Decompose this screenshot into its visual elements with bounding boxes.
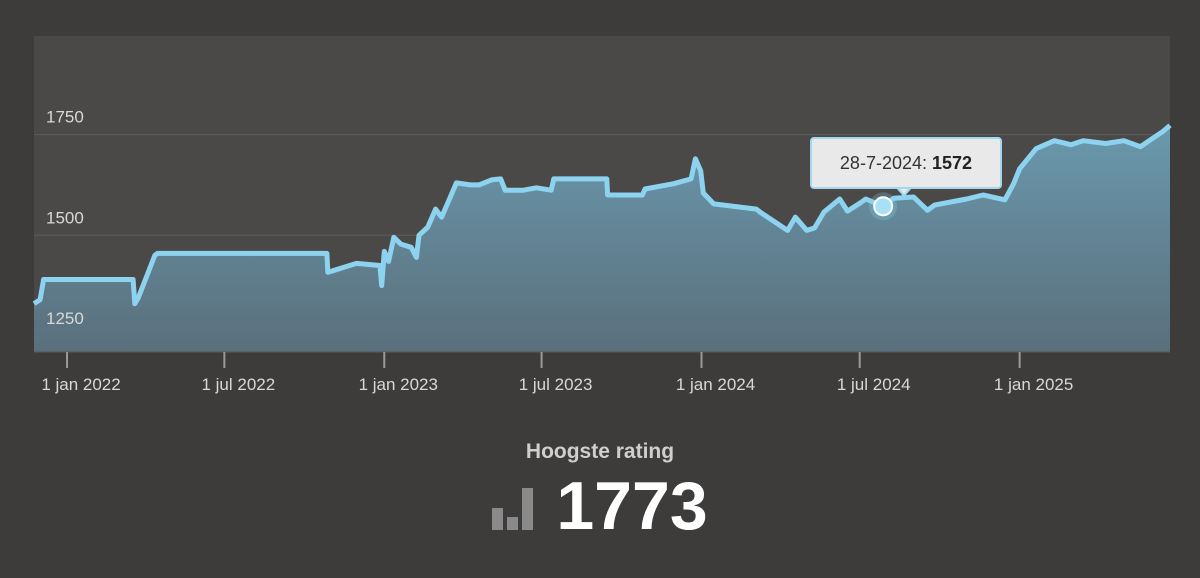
x-tick-label: 1 jul 2022: [201, 375, 275, 394]
x-tick-label: 1 jan 2023: [359, 375, 438, 394]
bar-chart-icon: [492, 488, 534, 530]
x-tick-label: 1 jul 2023: [519, 375, 593, 394]
tooltip-date: 28-7-2024:: [839, 153, 927, 173]
highest-rating-value: 1773: [556, 468, 708, 544]
hover-point[interactable]: [873, 196, 894, 217]
x-tick-label: 1 jan 2025: [994, 375, 1073, 394]
rating-line: [32, 123, 1172, 307]
tooltip-arrow-fill: [897, 186, 911, 194]
rating-chart-svg: 1 jan 2022 1 jul 2022 1 jan 2023 1 jul 2023…: [32, 36, 1172, 394]
tooltip: 28-7-2024: 1572: [810, 137, 1002, 189]
rating-area: [34, 125, 1170, 353]
x-tick-label: 1 jul 2024: [837, 375, 911, 394]
highest-rating-panel: Hoogste rating 1773: [0, 440, 1200, 544]
y-tick-label: 1500: [46, 208, 84, 227]
rating-chart: 1 jan 2022 1 jul 2022 1 jan 2023 1 jul 2023…: [32, 36, 1172, 394]
y-tick-label: 1750: [46, 108, 84, 127]
tooltip-value: 1572: [932, 153, 973, 173]
y-tick-label: 1250: [46, 309, 84, 328]
highest-rating-label: Hoogste rating: [525, 440, 675, 463]
x-tick-label: 1 jan 2024: [676, 375, 755, 394]
x-tick-label: 1 jan 2022: [41, 375, 120, 394]
